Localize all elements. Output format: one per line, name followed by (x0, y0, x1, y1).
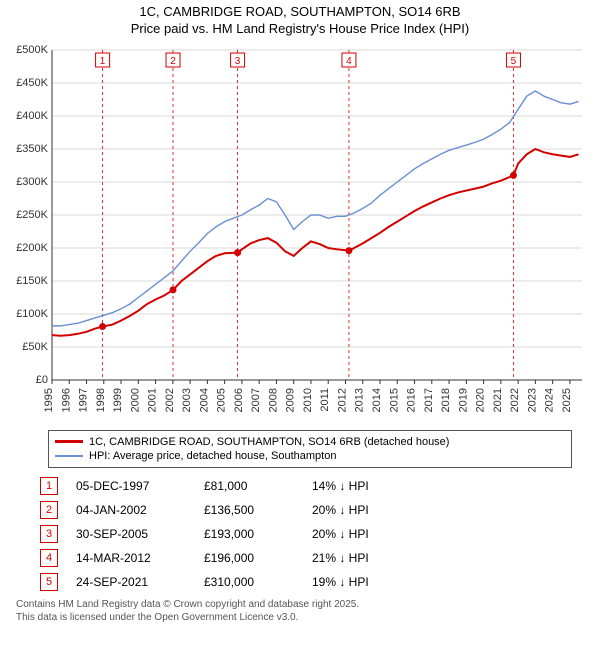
svg-text:2006: 2006 (233, 388, 245, 412)
sale-diff: 14% ↓ HPI (312, 479, 402, 493)
svg-text:1999: 1999 (112, 388, 124, 412)
svg-text:£300K: £300K (16, 176, 48, 188)
sale-index-badge: 2 (40, 501, 58, 519)
svg-text:2010: 2010 (302, 388, 314, 412)
legend-item: 1C, CAMBRIDGE ROAD, SOUTHAMPTON, SO14 6R… (55, 435, 565, 449)
legend: 1C, CAMBRIDGE ROAD, SOUTHAMPTON, SO14 6R… (48, 430, 572, 468)
svg-text:£200K: £200K (16, 242, 48, 254)
chart-title: 1C, CAMBRIDGE ROAD, SOUTHAMPTON, SO14 6R… (8, 4, 592, 38)
sale-date: 14-MAR-2012 (76, 551, 186, 565)
sale-row: 4 14-MAR-2012 £196,000 21% ↓ HPI (40, 546, 592, 570)
sale-price: £310,000 (204, 575, 294, 589)
sale-price: £193,000 (204, 527, 294, 541)
sale-date: 24-SEP-2021 (76, 575, 186, 589)
svg-text:2023: 2023 (526, 388, 538, 412)
svg-text:2014: 2014 (371, 388, 383, 412)
sale-price: £136,500 (204, 503, 294, 517)
svg-text:2001: 2001 (147, 388, 159, 412)
svg-text:2005: 2005 (216, 388, 228, 412)
sale-date: 30-SEP-2005 (76, 527, 186, 541)
svg-text:2015: 2015 (388, 388, 400, 412)
sales-table: 1 05-DEC-1997 £81,000 14% ↓ HPI 2 04-JAN-2002… (40, 474, 592, 594)
footer-attribution: Contains HM Land Registry data © Crown c… (16, 598, 584, 624)
sale-date: 05-DEC-1997 (76, 479, 186, 493)
svg-text:1996: 1996 (60, 388, 72, 412)
svg-text:2000: 2000 (129, 388, 141, 412)
svg-text:2011: 2011 (319, 388, 331, 412)
svg-text:2018: 2018 (440, 388, 452, 412)
svg-text:£350K: £350K (16, 143, 48, 155)
sale-diff: 21% ↓ HPI (312, 551, 402, 565)
sale-row: 1 05-DEC-1997 £81,000 14% ↓ HPI (40, 474, 592, 498)
price-chart: £0 £50K £100K £150K £200K £250K £300K £350K £400… (10, 44, 590, 424)
sale-index-badge: 5 (40, 573, 58, 591)
svg-text:1998: 1998 (95, 388, 107, 412)
sale-date: 04-JAN-2002 (76, 503, 186, 517)
svg-text:2024: 2024 (544, 388, 556, 412)
sale-diff: 19% ↓ HPI (312, 575, 402, 589)
svg-text:£500K: £500K (16, 44, 48, 56)
title-line2: Price paid vs. HM Land Registry's House … (8, 21, 592, 38)
legend-swatch (55, 455, 83, 457)
svg-text:2012: 2012 (336, 388, 348, 412)
sale-diff: 20% ↓ HPI (312, 527, 402, 541)
sale-price: £196,000 (204, 551, 294, 565)
svg-text:£450K: £450K (16, 77, 48, 89)
svg-text:£50K: £50K (22, 341, 48, 353)
svg-text:1995: 1995 (43, 388, 55, 412)
svg-text:£100K: £100K (16, 308, 48, 320)
svg-text:2019: 2019 (457, 388, 469, 412)
sale-index-badge: 4 (40, 549, 58, 567)
svg-text:£250K: £250K (16, 209, 48, 221)
svg-text:2022: 2022 (509, 388, 521, 412)
svg-text:2008: 2008 (267, 388, 279, 412)
svg-text:£0: £0 (36, 374, 48, 386)
svg-text:5: 5 (511, 56, 517, 67)
svg-text:£400K: £400K (16, 110, 48, 122)
svg-text:2009: 2009 (285, 388, 297, 412)
svg-text:2016: 2016 (406, 388, 418, 412)
sale-row: 3 30-SEP-2005 £193,000 20% ↓ HPI (40, 522, 592, 546)
title-line1: 1C, CAMBRIDGE ROAD, SOUTHAMPTON, SO14 6R… (8, 4, 592, 21)
sale-row: 2 04-JAN-2002 £136,500 20% ↓ HPI (40, 498, 592, 522)
sale-price: £81,000 (204, 479, 294, 493)
sale-index-badge: 1 (40, 477, 58, 495)
svg-text:2007: 2007 (250, 388, 262, 412)
svg-text:2013: 2013 (354, 388, 366, 412)
svg-text:1: 1 (100, 56, 106, 67)
footer-line1: Contains HM Land Registry data © Crown c… (16, 598, 584, 611)
sale-row: 5 24-SEP-2021 £310,000 19% ↓ HPI (40, 570, 592, 594)
sale-diff: 20% ↓ HPI (312, 503, 402, 517)
footer-line2: This data is licensed under the Open Gov… (16, 611, 584, 624)
svg-text:£150K: £150K (16, 275, 48, 287)
svg-text:2020: 2020 (475, 388, 487, 412)
legend-swatch (55, 440, 83, 443)
svg-text:4: 4 (346, 56, 352, 67)
sale-index-badge: 3 (40, 525, 58, 543)
svg-text:2004: 2004 (198, 388, 210, 412)
svg-text:2017: 2017 (423, 388, 435, 412)
svg-text:1997: 1997 (78, 388, 90, 412)
legend-label: 1C, CAMBRIDGE ROAD, SOUTHAMPTON, SO14 6R… (89, 436, 449, 448)
svg-text:2021: 2021 (492, 388, 504, 412)
legend-item: HPI: Average price, detached house, Sout… (55, 449, 565, 463)
svg-text:2025: 2025 (561, 388, 573, 412)
svg-text:2: 2 (170, 56, 176, 67)
svg-text:2002: 2002 (164, 388, 176, 412)
svg-text:2003: 2003 (181, 388, 193, 412)
legend-label: HPI: Average price, detached house, Sout… (89, 450, 336, 462)
svg-text:3: 3 (235, 56, 241, 67)
